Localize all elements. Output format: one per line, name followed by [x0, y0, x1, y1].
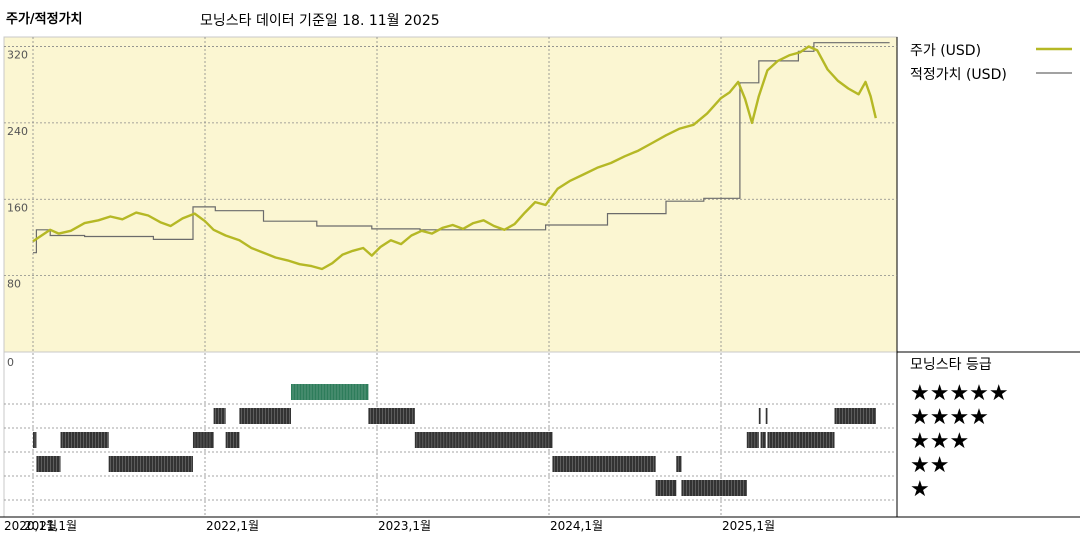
rating-bar-4-star: [239, 408, 291, 424]
price-series-line: [32, 45, 877, 271]
rating-level-lines: 0: [4, 356, 897, 501]
y-tick-label: 240: [7, 125, 28, 138]
rating-bar-3-star: [414, 432, 553, 448]
rating-bar-3-star: [33, 432, 37, 448]
rating-bars: [33, 384, 876, 496]
x-tick-label: 2021,1월: [24, 519, 77, 533]
rating-bar-2-star: [552, 456, 656, 472]
rating-bar-4-star: [758, 408, 761, 424]
star-level-label: ★★: [910, 453, 949, 478]
star-level-label: ★★★★: [910, 405, 989, 430]
y-tick-labels: 80 160 240 320: [7, 49, 28, 291]
x-tick-label: 2022,1월: [206, 519, 259, 533]
y-tick-label: 80: [7, 278, 21, 291]
rating-bar-3-star: [746, 432, 759, 448]
x-tick-label: 2024,1월: [550, 519, 603, 533]
rating-bar-1-star: [681, 480, 747, 496]
rating-legend-title: 모닝스타 등급: [910, 357, 992, 373]
fair-value-series-line: [33, 42, 890, 254]
x-tick-label: 2023,1월: [378, 519, 431, 533]
legend-price-label: 주가 (USD): [910, 43, 981, 59]
x-tick-label: 2020,1월: [4, 519, 57, 533]
rating-bar-1-star: [655, 480, 677, 496]
rating-bar-3-star: [60, 432, 109, 448]
rating-bar-5-star: [291, 384, 369, 400]
rating-bar-4-star: [765, 408, 768, 424]
rating-bar-2-star: [36, 456, 61, 472]
chart-title-center: 모닝스타 데이터 기준일 18. 11월 2025: [200, 13, 440, 29]
rating-bar-4-star: [368, 408, 415, 424]
rating-bar-3-star: [225, 432, 240, 448]
legend-fair-value-label: 적정가치 (USD): [910, 67, 1007, 83]
rating-bar-3-star: [192, 432, 214, 448]
price-panel-background: [3, 36, 898, 353]
star-level-label: ★★★: [910, 429, 969, 454]
y-tick-label: 320: [7, 49, 28, 62]
rating-bar-2-star: [108, 456, 193, 472]
chart-title-left: 주가/적정가치: [6, 12, 83, 27]
rating-bar-4-star: [834, 408, 876, 424]
rating-bar-2-star: [676, 456, 682, 472]
x-tick-label: 2025,1월: [722, 519, 775, 533]
y-tick-label: 160: [7, 201, 28, 214]
star-level-label: ★: [910, 477, 930, 502]
rating-bar-4-star: [213, 408, 226, 424]
rating-bar-3-star: [767, 432, 835, 448]
star-level-labels: ★★★★★★★★★★★★★★★: [910, 381, 1009, 502]
star-level-label: ★★★★★: [910, 381, 1009, 406]
rating-y-tick-label: 0: [7, 356, 14, 369]
rating-bar-3-star: [760, 432, 766, 448]
